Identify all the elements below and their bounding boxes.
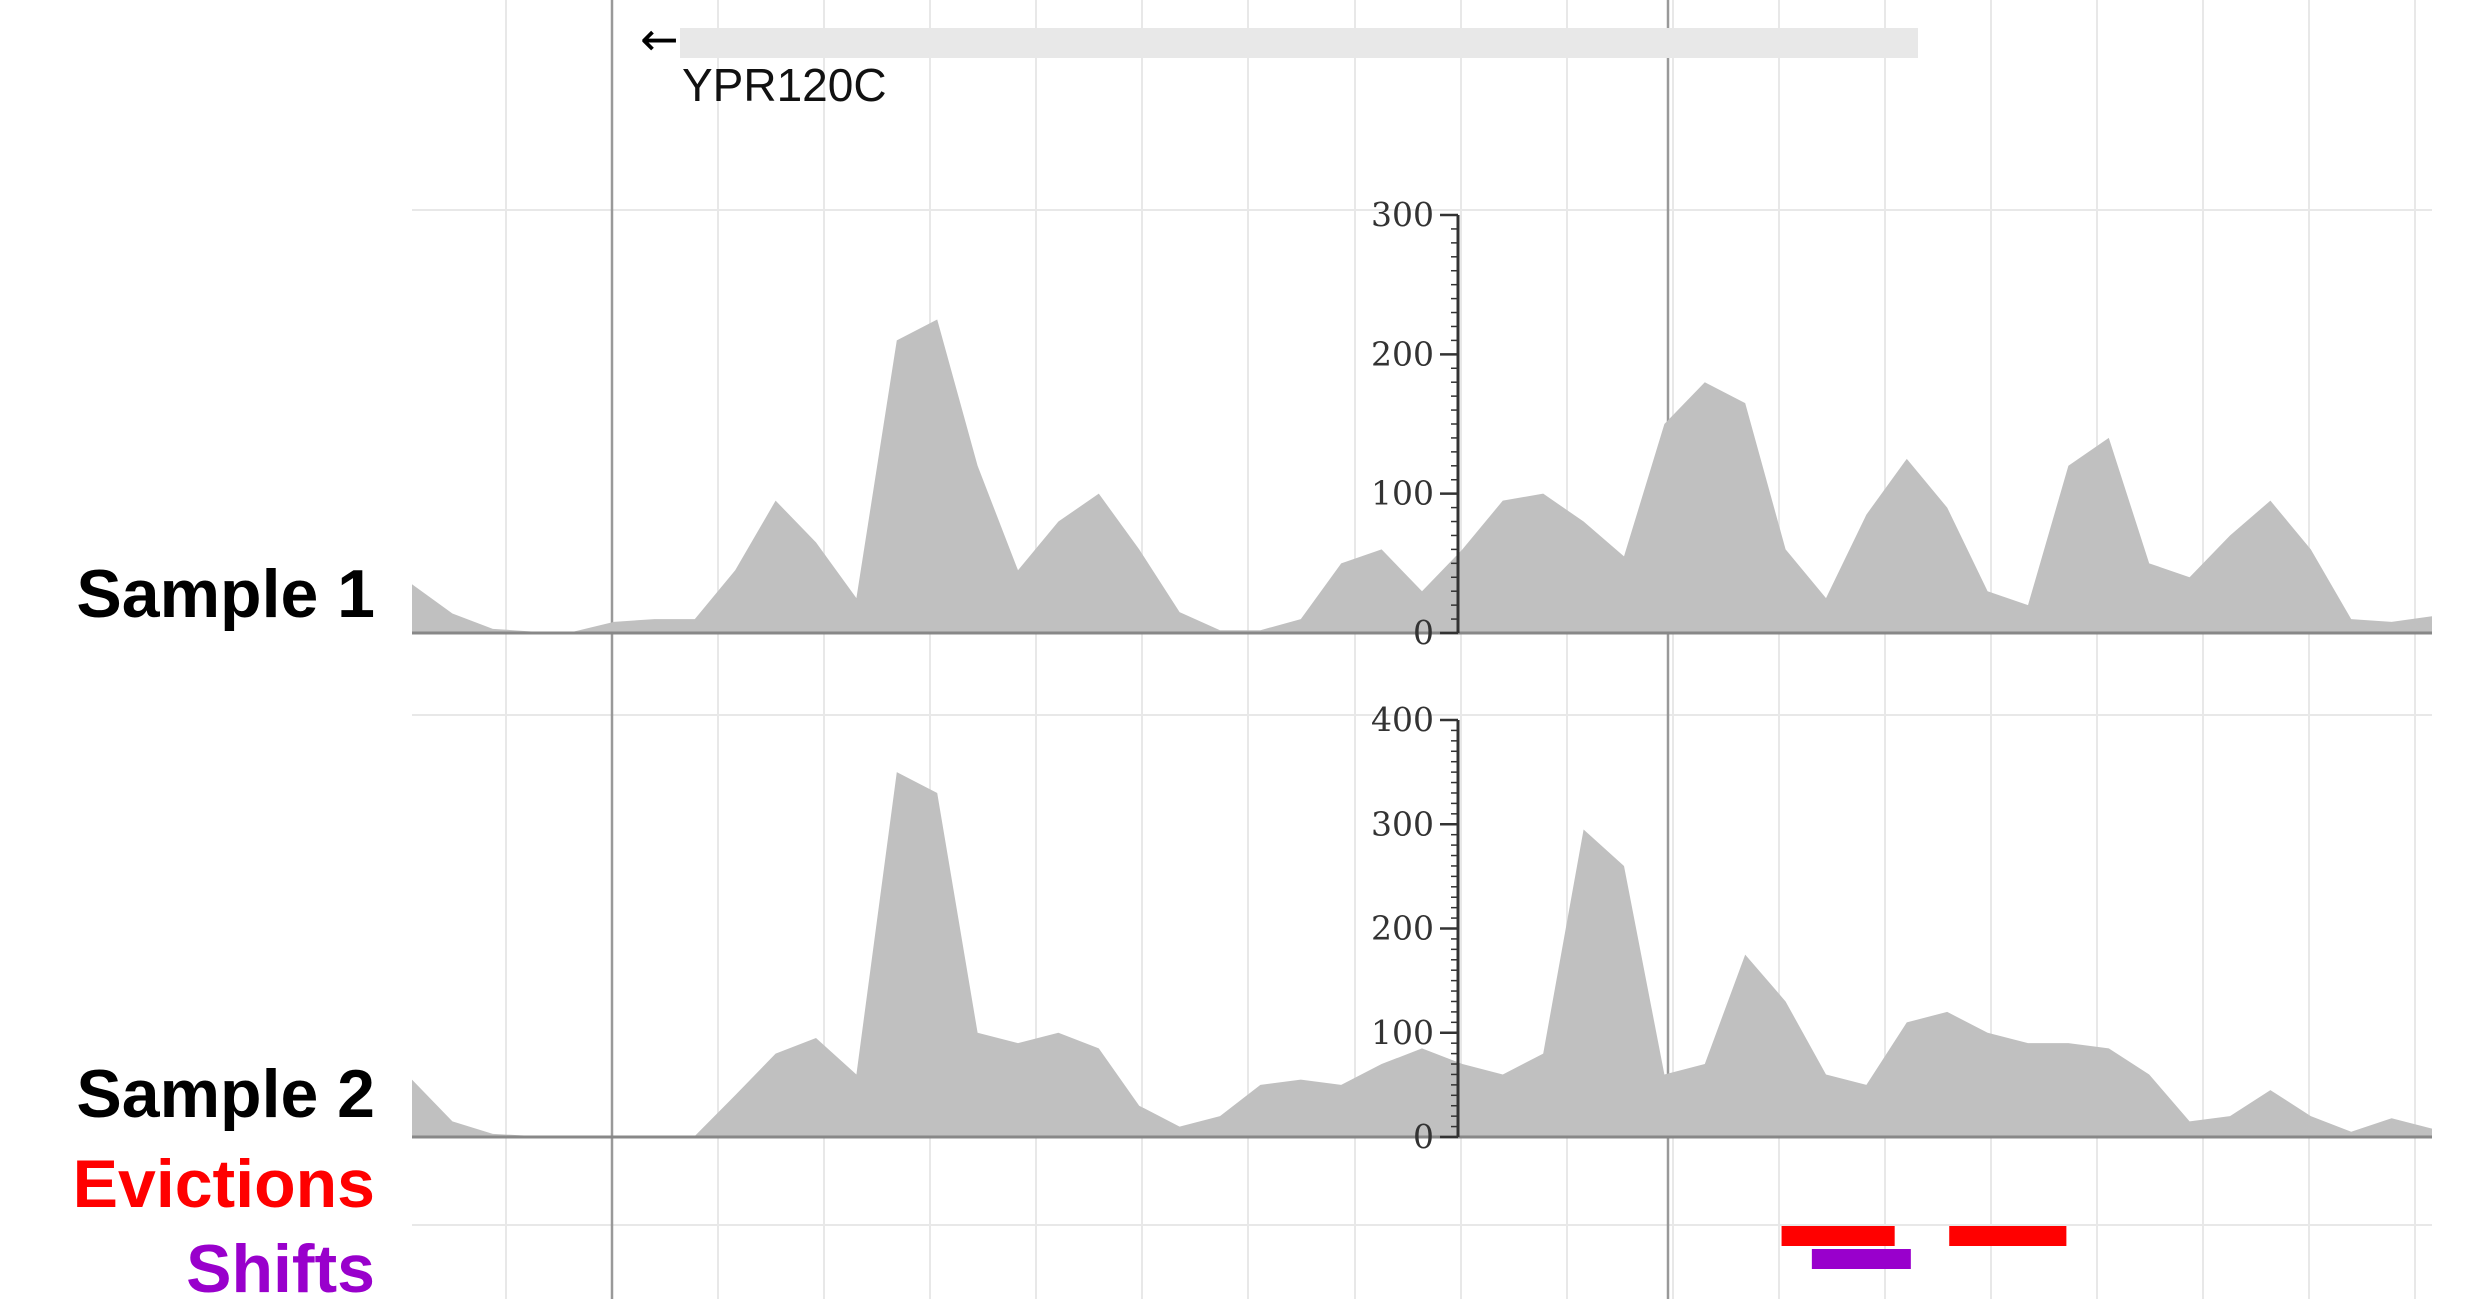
sample1-coverage-area [412, 319, 2432, 633]
sample2-tick-label-400: 400 [1371, 700, 1434, 739]
sample1-tick-label-0: 0 [1413, 613, 1434, 652]
sample1-tick-label-300: 300 [1371, 195, 1434, 234]
shift-bar-0 [1811, 1249, 1911, 1269]
shifts-label: Shifts [186, 1231, 375, 1307]
sample2-tick-label-300: 300 [1371, 804, 1434, 843]
sample2-tick-label-0: 0 [1413, 1117, 1434, 1156]
strand-arrow-icon: ← [640, 12, 679, 66]
sample2-label: Sample 2 [76, 1056, 375, 1132]
sample2-tick-label-100: 100 [1371, 1013, 1434, 1052]
evictions-label: Evictions [72, 1146, 375, 1222]
eviction-bar-0 [1781, 1226, 1895, 1246]
sample2-tick-label-200: 200 [1371, 909, 1434, 948]
gene-name-label: YPR120C [682, 59, 887, 111]
sample2-coverage-area [412, 772, 2432, 1137]
eviction-bar-1 [1949, 1226, 2067, 1246]
sample1-label: Sample 1 [76, 556, 375, 632]
gene-bar [680, 28, 1918, 58]
sample1-tick-label-100: 100 [1371, 474, 1434, 513]
sample1-tick-label-200: 200 [1371, 334, 1434, 373]
